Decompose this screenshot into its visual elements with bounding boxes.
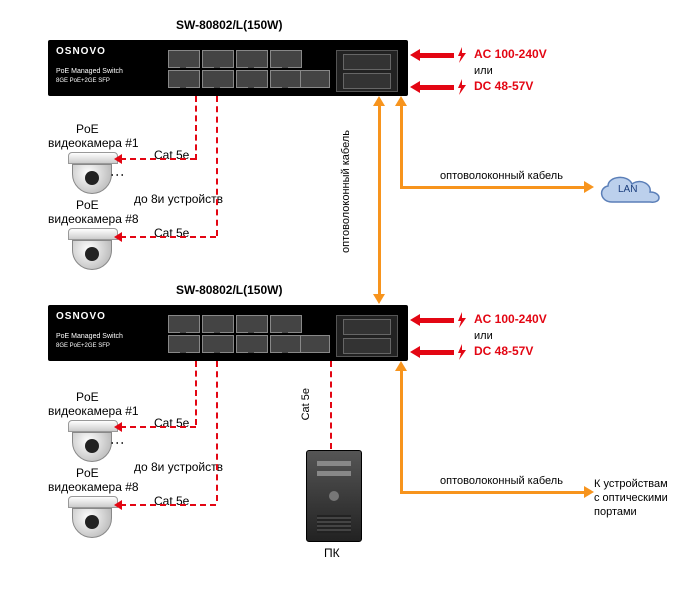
dots-bottom: ⋮	[122, 436, 126, 452]
dash-top-h1	[120, 158, 196, 160]
switch2-rj45-block	[168, 315, 302, 353]
dc-arrow-bottom	[418, 350, 454, 355]
fiber-bot-ah-right	[584, 486, 594, 498]
fiber-v-ah-up	[373, 96, 385, 106]
fiber-v-ah-down	[373, 294, 385, 304]
br-l2: с оптическими	[594, 492, 668, 504]
cam8-label-a: PoE	[76, 198, 99, 212]
ac-label-top: AC 100-240V	[474, 47, 547, 61]
pc-label: ПК	[324, 546, 340, 560]
between-bottom: до 8и устройств	[134, 460, 223, 474]
dash-top-h2	[120, 236, 216, 238]
fiber-bot-ah-up	[395, 361, 407, 371]
dash-bot-ah1	[114, 422, 122, 432]
cam1b-label-a: PoE	[76, 390, 99, 404]
switch1-brand: OSNOVO	[56, 46, 106, 57]
ac-bolt-top	[456, 47, 468, 63]
cam1b-label-b: видеокамера #1	[48, 404, 139, 418]
cam8b-label-a: PoE	[76, 466, 99, 480]
switch2-sfp	[336, 315, 398, 357]
fiber-h-top	[400, 186, 584, 189]
dots-top: ⋮	[122, 168, 126, 184]
lan-label: LAN	[618, 184, 637, 195]
switch2-brand: OSNOVO	[56, 311, 106, 322]
or-label-bottom: или	[474, 330, 493, 342]
cam1-label-b: видеокамера #1	[48, 136, 139, 150]
dash-top-ah1	[114, 154, 122, 164]
switch2-model: PoE Managed Switch	[56, 333, 123, 340]
fiber-htop-ah-right	[584, 181, 594, 193]
switch2: OSNOVO PoE Managed Switch 8GE PoE+2GE SF…	[48, 305, 408, 361]
fiber-bot-v	[400, 365, 403, 491]
ac-arrow-bottom	[418, 318, 454, 323]
pc-cable-label: Cat 5e	[300, 388, 312, 420]
fiber-h-top-v	[400, 100, 403, 186]
fiber-hlabel-bottom: оптоволоконный кабель	[440, 475, 563, 487]
camera-top-1	[68, 152, 116, 192]
dash-bot-h2	[120, 504, 216, 506]
between-top: до 8и устройств	[134, 192, 223, 206]
switch1-console	[300, 70, 330, 88]
switch1: OSNOVO PoE Managed Switch 8GE PoE+2GE SF…	[48, 40, 408, 96]
switch2-console	[300, 335, 330, 353]
dc-label-top: DC 48-57V	[474, 79, 533, 93]
switch2-sub: 8GE PoE+2GE SFP	[56, 343, 110, 349]
ac-label-bottom: AC 100-240V	[474, 312, 547, 326]
br-l1: К устройствам	[594, 478, 668, 490]
dash-bot-v1	[195, 361, 197, 425]
dash-pc-v	[330, 361, 332, 449]
camera-bottom-1	[68, 420, 116, 460]
switch1-title: SW-80802/L(150W)	[176, 18, 282, 32]
dash-bot-h1	[120, 426, 196, 428]
fiber-vlabel: оптоволоконный кабель	[340, 130, 352, 253]
cam1-label-a: PoE	[76, 122, 99, 136]
ac-arrow-top	[418, 53, 454, 58]
switch1-sfp	[336, 50, 398, 92]
dash-bot-ah2	[114, 500, 122, 510]
switch1-model: PoE Managed Switch	[56, 68, 123, 75]
switch1-rj45-block	[168, 50, 302, 88]
dash-top-ah2	[114, 232, 122, 242]
dash-top-v1	[195, 96, 197, 160]
switch2-title: SW-80802/L(150W)	[176, 283, 282, 297]
dc-label-bottom: DC 48-57V	[474, 344, 533, 358]
fiber-bot-h	[400, 491, 584, 494]
pc-tower	[306, 450, 360, 540]
camera-top-8	[68, 228, 116, 268]
dc-bolt-top	[456, 79, 468, 95]
switch1-sub: 8GE PoE+2GE SFP	[56, 78, 110, 84]
cam8b-label-b: видеокамера #8	[48, 480, 139, 494]
fiber-htop-ah-up	[395, 96, 407, 106]
dc-arrow-top	[418, 85, 454, 90]
fiber-vline	[378, 100, 381, 294]
cam8-label-b: видеокамера #8	[48, 212, 139, 226]
dash-top-v2	[216, 96, 218, 236]
br-l3: портами	[594, 506, 637, 518]
fiber-hlabel-top: оптоволоконный кабель	[440, 170, 563, 182]
dash-bot-v2	[216, 361, 218, 501]
or-label-top: или	[474, 65, 493, 77]
camera-bottom-8	[68, 496, 116, 536]
